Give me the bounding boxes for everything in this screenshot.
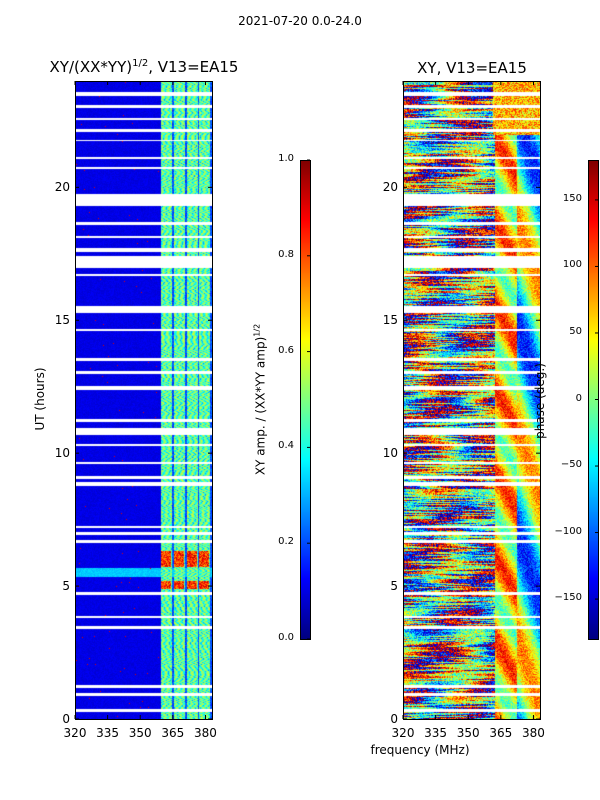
right-axes-frame xyxy=(403,81,541,720)
left-xtick-label: 365 xyxy=(161,726,185,740)
right-ytick-label: 5 xyxy=(390,579,398,594)
left-xtick-label: 380 xyxy=(194,726,217,740)
right-ytick-label: 0 xyxy=(390,712,398,726)
left-ylabel: UT (hours) xyxy=(33,367,47,431)
right-xtick-label: 350 xyxy=(456,726,480,740)
left-ytick-label: 0 xyxy=(62,712,70,726)
left-cb-label-main: XY amp. / (XX*YY amp) xyxy=(253,336,268,476)
right-colorbar-label: phase (deg.) xyxy=(533,363,547,439)
right-ytick-label: 15 xyxy=(382,313,398,328)
left-colorbar-frame xyxy=(300,160,311,640)
right-cb-tick-label: 0 xyxy=(575,392,582,404)
right-ytick-label: 10 xyxy=(382,446,398,461)
left-cb-tick-label: 0.4 xyxy=(278,440,294,452)
right-panel-title: XY, V13=EA15 xyxy=(417,59,527,77)
right-xtick-label: 335 xyxy=(424,726,448,740)
left-cb-label-sup: 1/2 xyxy=(252,323,262,337)
right-xtick-label: 380 xyxy=(522,726,545,740)
left-cb-tick-label: 1.0 xyxy=(278,153,294,164)
right-xtick-label: 365 xyxy=(489,726,513,740)
left-axes-frame xyxy=(75,81,213,720)
left-xtick-label: 350 xyxy=(128,726,152,740)
left-panel-title: XY/(XX*YY)1/2, V13=EA15 xyxy=(30,58,258,76)
right-colorbar-frame xyxy=(588,160,599,640)
right-xlabel: frequency (MHz) xyxy=(370,743,470,757)
left-title-sup: 1/2 xyxy=(132,58,149,69)
left-title-main: XY/(XX*YY) xyxy=(49,58,133,76)
left-title-rest: , V13=EA15 xyxy=(148,58,239,76)
left-colorbar-label: XY amp. / (XX*YY amp)1/2 xyxy=(253,300,268,500)
right-cb-tick-label: −100 xyxy=(554,525,582,537)
left-cb-tick-label: 0.8 xyxy=(278,248,294,260)
left-xtick-label: 335 xyxy=(96,726,120,740)
right-heatmap[interactable] xyxy=(403,81,540,719)
figure-suptitle: 2021-07-20 0.0-24.0 xyxy=(238,14,362,28)
right-cb-tick-label: 50 xyxy=(569,325,582,337)
right-ytick-label: 20 xyxy=(382,180,398,195)
left-xtick-label: 320 xyxy=(63,726,87,740)
right-cb-tick-label: 150 xyxy=(562,192,582,204)
right-cb-tick-label: −150 xyxy=(554,592,582,604)
left-heatmap[interactable] xyxy=(75,81,212,719)
left-ytick-label: 10 xyxy=(54,446,70,461)
left-colorbar xyxy=(300,160,310,639)
left-ytick-label: 15 xyxy=(54,313,70,328)
left-cb-tick-label: 0.6 xyxy=(278,344,294,356)
right-colorbar xyxy=(588,160,598,639)
right-cb-tick-label: 100 xyxy=(562,259,582,271)
left-cb-tick-label: 0.2 xyxy=(278,536,294,548)
right-cb-tick-label: −50 xyxy=(560,459,582,471)
right-xtick-label: 320 xyxy=(391,726,415,740)
left-ytick-label: 20 xyxy=(54,180,70,195)
left-ytick-label: 5 xyxy=(62,579,70,594)
left-cb-tick-label: 0.0 xyxy=(278,632,294,643)
